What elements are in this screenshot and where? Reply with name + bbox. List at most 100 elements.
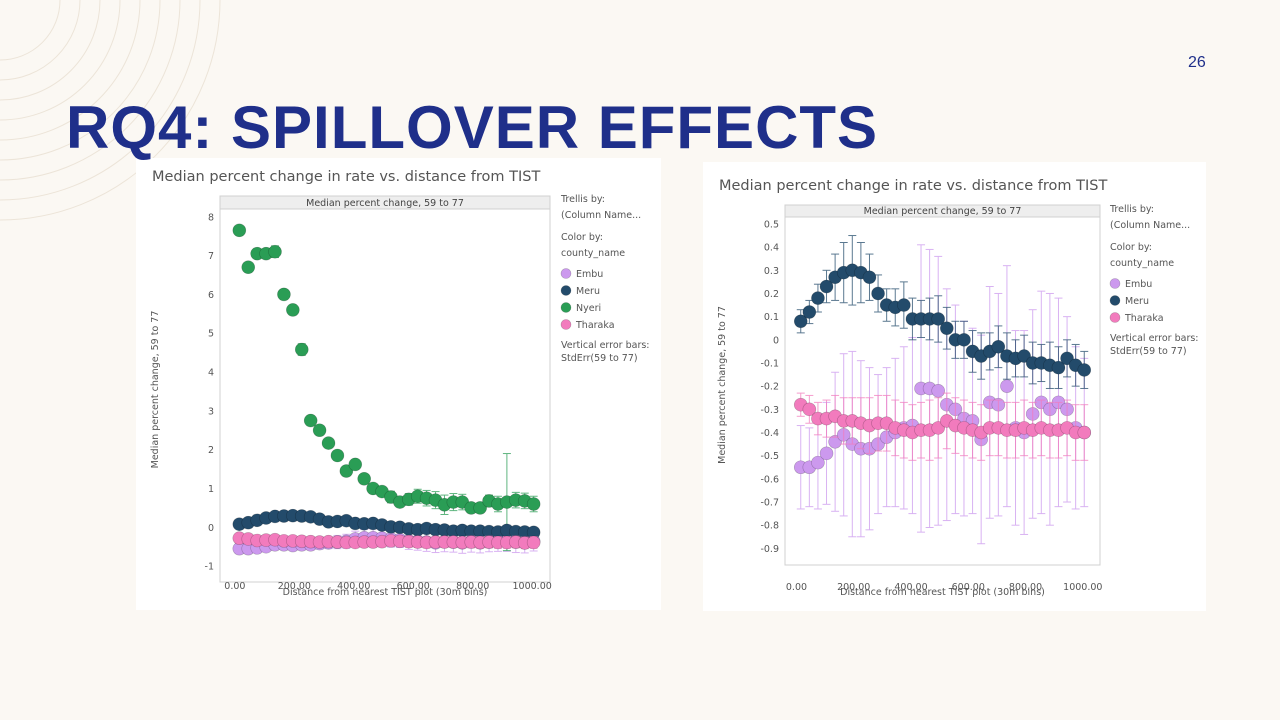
data-point xyxy=(277,287,291,302)
data-point xyxy=(526,535,541,550)
data-point xyxy=(339,464,354,478)
y-tick-label: 4 xyxy=(208,368,214,379)
data-point xyxy=(931,312,946,326)
x-tick-label: 400.00 xyxy=(894,582,927,593)
data-point xyxy=(294,342,309,357)
y-tick-label: 0 xyxy=(773,335,779,346)
y-tick-label: 7 xyxy=(208,251,214,262)
x-tick-label: 800.00 xyxy=(1009,582,1042,593)
slide-title: RQ4: SPILLOVER EFFECTS xyxy=(66,94,879,161)
y-tick-label: -0.4 xyxy=(760,428,779,439)
legend-item-tharaka: Tharaka xyxy=(575,320,615,331)
data-point xyxy=(862,270,877,285)
data-point xyxy=(811,291,825,305)
y-tick-label: -0.5 xyxy=(760,451,779,462)
legend-item-nyeri: Nyeri xyxy=(576,303,601,314)
data-point xyxy=(357,471,371,486)
data-point xyxy=(1077,425,1092,440)
y-axis-label: Median percent change, 59 to 77 xyxy=(150,311,161,469)
y-axis-label: Median percent change, 59 to 77 xyxy=(717,306,728,464)
data-point xyxy=(871,286,885,301)
chart-title: Median percent change in rate vs. distan… xyxy=(719,178,1107,194)
y-tick-label: 0.1 xyxy=(764,312,779,323)
y-tick-label: -0.6 xyxy=(760,474,779,485)
x-axis-label: Distance from nearest TIST plot (30m bin… xyxy=(283,587,488,598)
data-point xyxy=(268,244,282,259)
legend-trellis-value: (Column Name... xyxy=(561,210,641,221)
legend-color-value: county_name xyxy=(1110,258,1174,269)
legend-color-value: county_name xyxy=(561,248,625,259)
data-point xyxy=(931,383,946,398)
y-tick-label: 5 xyxy=(208,329,214,340)
legend-item-embu: Embu xyxy=(1125,279,1152,290)
y-tick-label: -0.1 xyxy=(760,358,779,369)
chart-panel-right: Median percent change in rate vs. distan… xyxy=(703,162,1206,611)
y-tick-label: 0.2 xyxy=(764,289,779,300)
chart-right: Median percent change in rate vs. distan… xyxy=(717,178,1199,598)
data-point xyxy=(526,497,541,511)
x-axis-label: Distance from nearest TIST plot (30m bin… xyxy=(840,587,1045,598)
y-tick-label: 0.3 xyxy=(764,266,779,277)
data-point xyxy=(811,455,825,470)
data-point xyxy=(957,333,971,347)
x-tick-label: 0.00 xyxy=(786,582,807,593)
legend-swatch-nyeri xyxy=(560,302,572,313)
legend-error-value: StdErr(59 to 77) xyxy=(1110,346,1187,357)
data-point xyxy=(991,339,1006,354)
y-tick-label: 0.5 xyxy=(764,219,779,230)
x-tick-label: 600.00 xyxy=(952,582,985,593)
legend-swatch-meru xyxy=(560,285,572,296)
data-point xyxy=(330,448,345,463)
data-point xyxy=(241,260,256,275)
x-tick-label: 0.00 xyxy=(224,581,245,592)
data-point xyxy=(793,314,808,329)
panel-header: Median percent change, 59 to 77 xyxy=(864,206,1022,217)
series-tharaka xyxy=(793,392,1092,461)
data-point xyxy=(286,303,300,317)
legend-swatch-embu xyxy=(1109,278,1121,289)
y-tick-label: -0.3 xyxy=(760,405,779,416)
legend-trellis-value: (Column Name... xyxy=(1110,220,1190,231)
chart-panel-left: Median percent change in rate vs. distan… xyxy=(136,158,661,610)
legend-trellis-label: Trellis by: xyxy=(560,194,605,205)
legend-item-meru: Meru xyxy=(576,286,600,297)
data-point xyxy=(802,402,817,417)
series-meru xyxy=(793,235,1092,389)
page-number: 26 xyxy=(1188,54,1206,71)
legend-swatch-tharaka xyxy=(1109,312,1121,323)
data-point xyxy=(1051,360,1066,375)
x-tick-label: 1000.00 xyxy=(513,581,552,592)
y-tick-label: -0.7 xyxy=(760,498,779,509)
series-nyeri xyxy=(232,223,541,552)
data-point xyxy=(819,446,834,461)
plot-area xyxy=(784,204,1101,566)
data-point xyxy=(473,501,487,515)
y-tick-label: 0.4 xyxy=(764,243,779,254)
data-point xyxy=(321,436,336,450)
panel-header: Median percent change, 59 to 77 xyxy=(306,198,464,209)
y-tick-label: 2 xyxy=(208,445,214,456)
data-point xyxy=(939,321,954,336)
data-point xyxy=(232,223,247,238)
legend-error-value: StdErr(59 to 77) xyxy=(561,353,638,364)
y-tick-label: -0.2 xyxy=(760,382,779,393)
y-tick-label: -1 xyxy=(205,562,214,573)
y-tick-label: -0.9 xyxy=(760,544,779,555)
x-tick-label: 800.00 xyxy=(456,581,489,592)
data-point xyxy=(819,279,834,294)
y-tick-label: 6 xyxy=(208,290,214,301)
legend-swatch-tharaka xyxy=(560,319,572,330)
y-tick-label: 0 xyxy=(208,523,214,534)
y-tick-label: 8 xyxy=(208,212,214,223)
legend-color-label: Color by: xyxy=(561,232,603,243)
legend-swatch-embu xyxy=(560,268,572,279)
chart-title: Median percent change in rate vs. distan… xyxy=(152,169,540,185)
series-tharaka xyxy=(232,531,541,550)
legend-error-label: Vertical error bars: xyxy=(1110,333,1199,344)
data-point xyxy=(1077,363,1092,377)
y-tick-label: 1 xyxy=(208,484,214,495)
chart-left: Median percent change in rate vs. distan… xyxy=(150,169,650,598)
data-point xyxy=(897,298,911,312)
data-point xyxy=(303,413,318,428)
y-tick-label: 3 xyxy=(208,406,214,417)
